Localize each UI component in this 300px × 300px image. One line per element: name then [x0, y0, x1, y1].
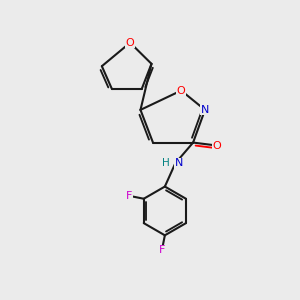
Text: O: O	[212, 140, 221, 151]
Text: F: F	[159, 245, 165, 255]
Text: N: N	[175, 158, 183, 168]
Text: N: N	[201, 105, 209, 115]
Text: O: O	[177, 85, 186, 96]
Text: O: O	[126, 38, 134, 48]
Text: F: F	[126, 191, 132, 201]
Text: H: H	[163, 158, 170, 168]
